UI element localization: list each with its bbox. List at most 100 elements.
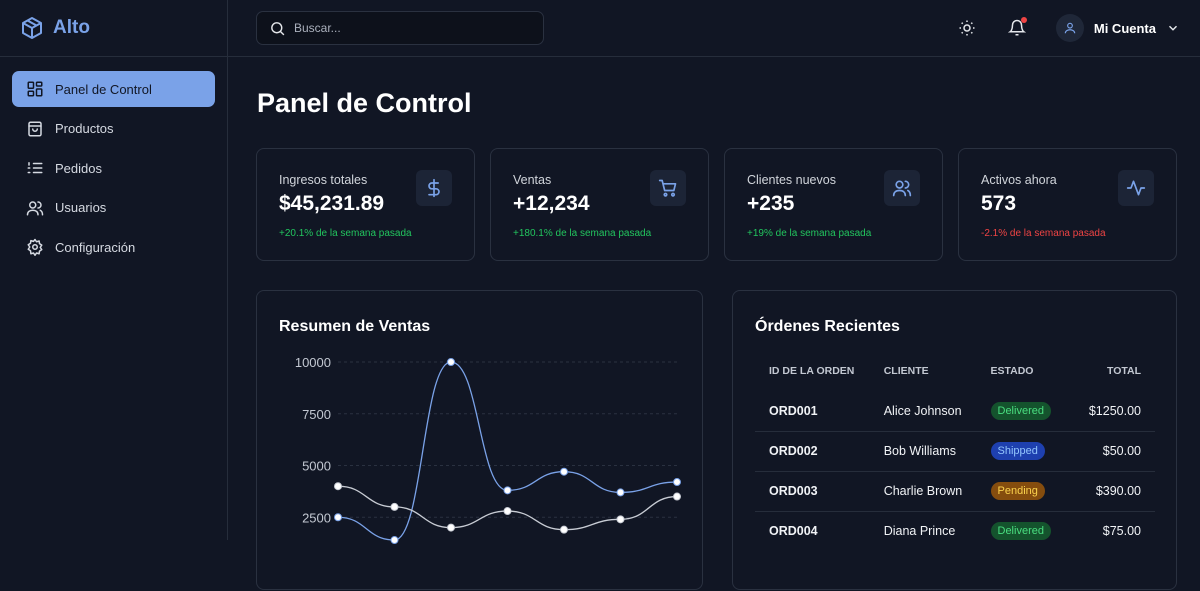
search-icon bbox=[271, 21, 285, 35]
user-icon bbox=[1064, 22, 1076, 34]
chart-title: Resumen de Ventas bbox=[279, 318, 431, 335]
stat-icon-box bbox=[416, 170, 452, 206]
sales-chart-panel: Resumen de Ventas 2500 5000 7500 10000 bbox=[256, 290, 703, 590]
sidebar-item-label: Panel de Control bbox=[55, 81, 152, 97]
order-total: $50.00 bbox=[1062, 430, 1155, 471]
data-point[interactable] bbox=[334, 513, 342, 522]
column-header: ID DE LA ORDEN bbox=[769, 365, 855, 377]
stat-change: +180.1% de la semana pasada bbox=[513, 228, 652, 239]
table-row[interactable]: ORD004 Diana Prince Delivered $75.00 bbox=[755, 510, 1155, 551]
box-icon bbox=[22, 17, 42, 39]
stat-change: -2.1% de la semana pasada bbox=[981, 228, 1106, 239]
data-point[interactable] bbox=[447, 358, 455, 366]
orders-title: Órdenes Recientes bbox=[755, 318, 900, 335]
theme-toggle-button[interactable] bbox=[952, 13, 982, 43]
sidebar-item-label: Pedidos bbox=[55, 160, 102, 176]
topbar: Buscar... Mi Cuenta bbox=[228, 0, 1200, 57]
sidebar-item-4[interactable]: Configuración bbox=[12, 229, 215, 265]
stat-card: Activos ahora 573 -2.1% de la semana pasad… bbox=[958, 148, 1177, 261]
stat-change: +19% de la semana pasada bbox=[747, 228, 872, 239]
stat-icon-box bbox=[884, 170, 920, 206]
stat-change: +20.1% de la semana pasada bbox=[279, 228, 412, 239]
column-header: TOTAL bbox=[1106, 365, 1141, 377]
status-badge: Delivered bbox=[990, 522, 1051, 541]
order-client: Diana Prince bbox=[869, 510, 977, 551]
status-badge: Shipped bbox=[990, 442, 1045, 460]
order-client: Bob Williams bbox=[869, 430, 977, 471]
data-point[interactable] bbox=[616, 515, 625, 524]
bell-icon bbox=[1007, 19, 1026, 36]
sidebar-item-1[interactable]: Productos bbox=[12, 111, 215, 147]
search-placeholder: Buscar... bbox=[294, 21, 341, 35]
gear-icon bbox=[27, 238, 43, 256]
stat-card: Ventas +12,234 +180.1% de la semana pasada bbox=[490, 148, 709, 261]
sidebar-item-3[interactable]: Usuarios bbox=[12, 190, 215, 226]
order-client: Alice Johnson bbox=[883, 403, 962, 418]
data-point[interactable] bbox=[334, 482, 342, 491]
stat-label: Ingresos totales bbox=[279, 173, 368, 187]
dollar-icon bbox=[428, 178, 440, 198]
chevron-down-icon bbox=[1168, 25, 1178, 31]
stat-value: +235 bbox=[747, 192, 795, 215]
order-id: ORD004 bbox=[755, 510, 870, 551]
stat-value: 573 bbox=[981, 192, 1017, 215]
sidebar-item-2[interactable]: Pedidos bbox=[12, 150, 215, 186]
recent-orders-panel: Órdenes Recientes ID DE LA ORDEN CLIENTE E… bbox=[732, 290, 1177, 590]
sidebar-item-label: Productos bbox=[55, 121, 114, 136]
column-header: CLIENTE bbox=[883, 365, 929, 377]
sun-icon bbox=[959, 20, 975, 36]
data-point[interactable] bbox=[673, 478, 681, 487]
table-row[interactable]: ORD003 Charlie Brown Pending $390.00 bbox=[755, 470, 1155, 511]
stat-value: $45,231.89 bbox=[279, 192, 385, 215]
data-point[interactable] bbox=[616, 488, 625, 497]
users-icon bbox=[892, 180, 912, 197]
page-title: Panel de Control bbox=[257, 88, 472, 118]
stat-label: Ventas bbox=[513, 173, 552, 187]
search-input[interactable]: Buscar... bbox=[256, 11, 544, 45]
stat-value: +12,234 bbox=[513, 192, 590, 215]
order-id: ORD002 bbox=[755, 430, 870, 471]
stat-label: Activos ahora bbox=[981, 173, 1057, 187]
notification-dot bbox=[1020, 17, 1027, 23]
data-point[interactable] bbox=[503, 507, 512, 516]
account-menu[interactable]: Mi Cuenta bbox=[1055, 14, 1180, 42]
table-row[interactable]: ORD001 Alice Johnson Delivered $1250.00 bbox=[755, 391, 1155, 431]
data-point[interactable] bbox=[560, 467, 568, 476]
orders-table: ID DE LA ORDEN CLIENTE ESTADO TOTAL ORD001 A… bbox=[755, 351, 1155, 551]
order-id: ORD001 bbox=[769, 403, 818, 418]
data-point[interactable] bbox=[560, 525, 568, 534]
sidebar: Alto Panel de Control Productos Pedidos Usu… bbox=[0, 0, 228, 540]
data-point[interactable] bbox=[503, 486, 512, 495]
app-name: Alto bbox=[53, 17, 90, 38]
y-tick-label: 7500 bbox=[302, 407, 331, 422]
stats-cards: Ingresos totales $45,231.89 +20.1% de la s… bbox=[256, 148, 1177, 261]
order-id: ORD003 bbox=[755, 470, 870, 511]
order-total: $1250.00 bbox=[1088, 403, 1141, 418]
account-label: Mi Cuenta bbox=[1093, 20, 1156, 36]
stat-icon-box bbox=[650, 170, 686, 206]
dashboard-icon bbox=[27, 81, 43, 97]
sidebar-item-label: Usuarios bbox=[55, 200, 107, 215]
data-point[interactable] bbox=[447, 523, 455, 532]
list-icon bbox=[27, 162, 43, 174]
order-total: $75.00 bbox=[1062, 510, 1155, 551]
y-tick-label: 10000 bbox=[295, 355, 331, 370]
cart-icon bbox=[658, 179, 677, 197]
avatar bbox=[1055, 14, 1084, 42]
order-total: $390.00 bbox=[1062, 470, 1155, 511]
y-tick-label: 2500 bbox=[302, 510, 331, 525]
sales-chart: 2500 5000 7500 10000 bbox=[295, 355, 681, 545]
y-tick-label: 5000 bbox=[302, 459, 331, 474]
sidebar-item-0[interactable]: Panel de Control bbox=[12, 71, 215, 107]
bag-icon bbox=[28, 121, 42, 136]
sidebar-item-label: Configuración bbox=[55, 239, 136, 255]
data-point[interactable] bbox=[390, 536, 399, 545]
sidebar-nav: Panel de Control Productos Pedidos Usuarios… bbox=[0, 57, 227, 283]
status-badge: Delivered bbox=[990, 401, 1051, 420]
notifications-button[interactable] bbox=[1002, 13, 1032, 43]
data-point[interactable] bbox=[390, 502, 399, 511]
data-point[interactable] bbox=[673, 492, 681, 501]
logo[interactable]: Alto bbox=[0, 0, 227, 57]
table-row[interactable]: ORD002 Bob Williams Shipped $50.00 bbox=[755, 430, 1155, 471]
users-icon bbox=[26, 200, 44, 215]
